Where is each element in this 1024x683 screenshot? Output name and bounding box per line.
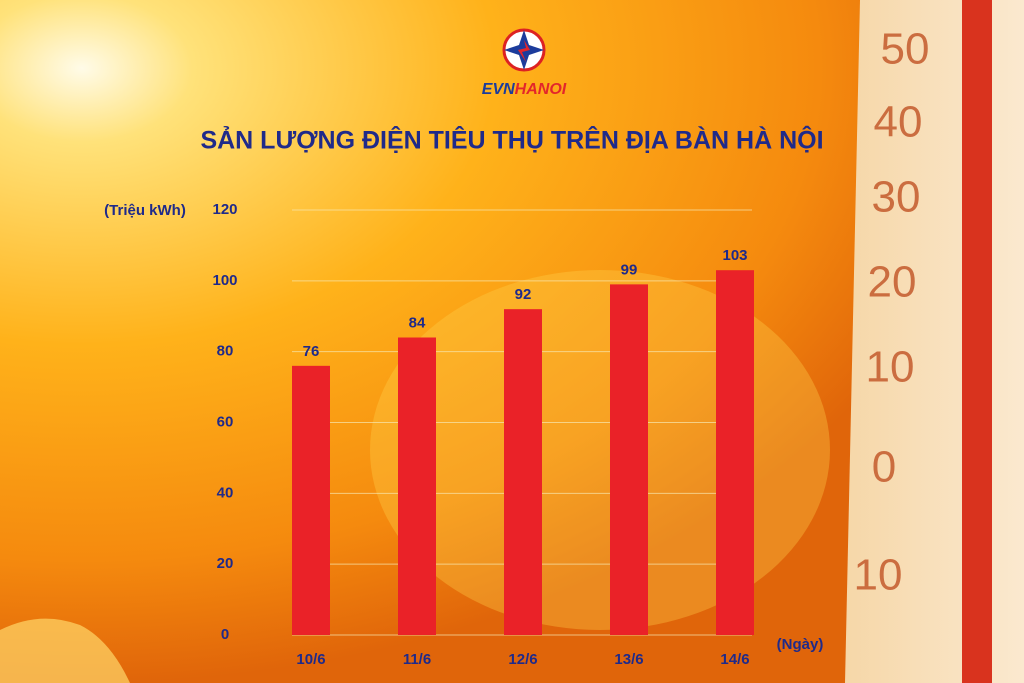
bar xyxy=(292,365,330,635)
logo-text: EVNHANOI xyxy=(482,81,567,98)
bar xyxy=(716,270,754,635)
y-tick-label: 20 xyxy=(217,555,234,572)
data-label: 103 xyxy=(722,247,747,264)
x-axis-label: (Ngày) xyxy=(777,636,824,653)
x-tick-label: 10/6 xyxy=(296,651,325,668)
x-tick-label: 14/6 xyxy=(720,651,749,668)
y-tick-label: 120 xyxy=(212,201,237,218)
thermometer-mark: 40 xyxy=(874,98,923,147)
x-tick-label: 11/6 xyxy=(403,651,431,668)
y-axis-label: (Triệu kWh) xyxy=(104,202,186,219)
y-tick-label: 80 xyxy=(217,343,234,360)
bar xyxy=(610,284,648,635)
data-label: 84 xyxy=(409,314,426,331)
chart-title: SẢN LƯỢNG ĐIỆN TIÊU THỤ TRÊN ĐỊA BÀN HÀ … xyxy=(200,125,823,155)
bar xyxy=(504,309,542,635)
x-tick-label: 12/6 xyxy=(508,651,537,668)
y-tick-label: 100 xyxy=(212,272,237,289)
thermometer-mark: 20 xyxy=(868,258,917,307)
thermometer-mark: 10 xyxy=(854,551,903,600)
thermometer-mark: 0 xyxy=(872,443,896,492)
data-label: 99 xyxy=(621,261,638,278)
x-tick-label: 13/6 xyxy=(614,651,643,668)
logo-bolt xyxy=(518,40,530,62)
data-label: 92 xyxy=(515,286,532,303)
thermometer-mark: 10 xyxy=(866,343,915,392)
logo-hanoi: HANOI xyxy=(515,81,567,98)
thermometer-tube xyxy=(962,0,992,683)
y-tick-label: 60 xyxy=(217,413,234,430)
thermometer-marks: 50 40 30 20 10 0 10 xyxy=(854,25,930,600)
data-label: 76 xyxy=(303,343,320,360)
y-tick-label: 40 xyxy=(217,484,234,501)
thermometer-mark: 30 xyxy=(872,173,921,222)
cloud xyxy=(0,618,130,683)
bar xyxy=(398,337,436,635)
thermometer-mark: 50 xyxy=(881,25,930,74)
logo-evn: EVN xyxy=(482,81,515,98)
cloud-glow xyxy=(370,270,830,630)
y-tick-label: 0 xyxy=(221,626,229,643)
